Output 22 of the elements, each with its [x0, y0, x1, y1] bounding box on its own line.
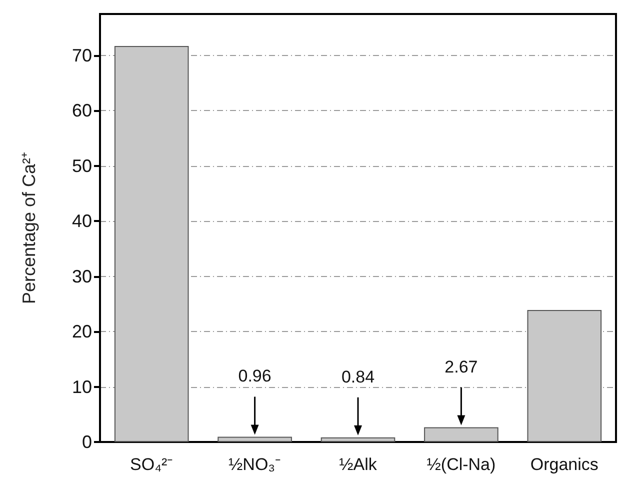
- y-tick-label: 60: [72, 100, 92, 121]
- data-label: 0.96: [238, 366, 272, 386]
- x-tick-label: ½NO₃⁻: [228, 455, 282, 474]
- y-tick-label: 50: [72, 156, 92, 176]
- x-tick-label: ½(Cl-Na): [426, 455, 496, 474]
- x-tick-label: Organics: [530, 455, 598, 474]
- bar: [424, 427, 498, 442]
- data-label: 2.67: [444, 357, 478, 376]
- y-tick-label: 70: [72, 45, 92, 66]
- y-tick-label: 0: [82, 432, 92, 452]
- x-tick-label: SO₄²⁻: [130, 455, 174, 474]
- y-tick-label: 10: [72, 376, 92, 397]
- bar: [527, 310, 602, 442]
- data-label: 0.84: [341, 367, 375, 386]
- bar: [218, 436, 292, 442]
- y-tick-label: 20: [72, 322, 92, 342]
- bar: [114, 46, 189, 442]
- bar: [320, 437, 396, 442]
- y-tick-label: 30: [72, 266, 92, 286]
- x-tick-label: ½Alk: [339, 455, 378, 474]
- y-axis-title: Percentage of Ca²⁺: [19, 152, 39, 304]
- y-tick-label: 40: [72, 211, 92, 232]
